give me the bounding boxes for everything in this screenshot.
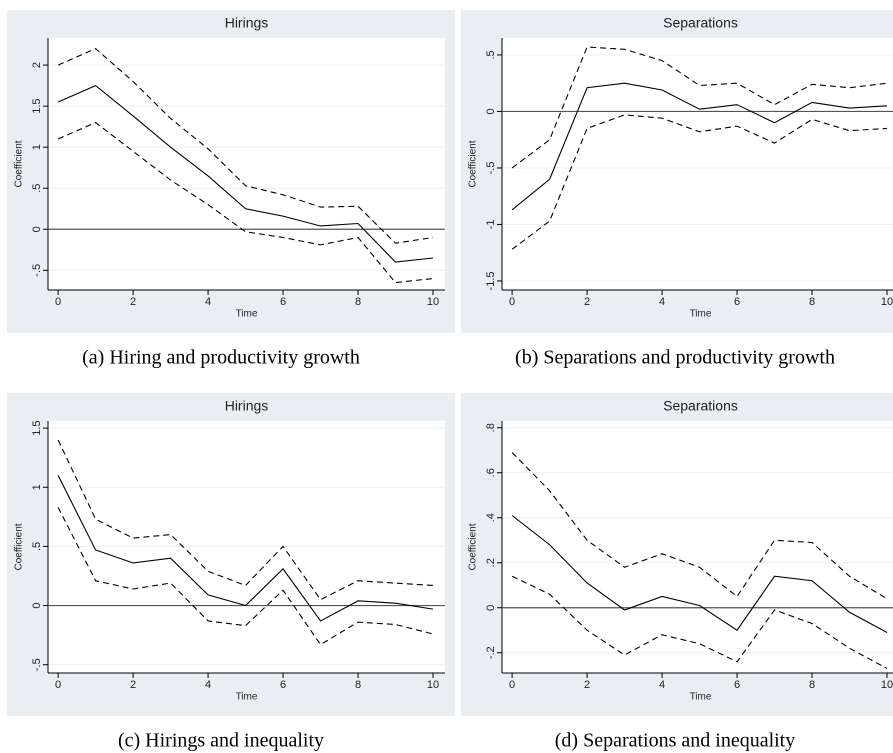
chart-title: Separations — [663, 398, 738, 414]
y-tick-label: -.5 — [485, 162, 497, 175]
x-tick-label: 0 — [509, 296, 515, 308]
caption: (b) Separations and productivity growth — [515, 347, 835, 369]
x-tick-label: 8 — [809, 296, 815, 308]
x-tick-label: 10 — [427, 679, 439, 691]
x-tick-label: 2 — [584, 679, 590, 691]
x-tick-label: 4 — [205, 296, 211, 308]
x-tick-label: 4 — [659, 296, 665, 308]
x-tick-label: 2 — [584, 296, 590, 308]
series-line — [57, 439, 434, 601]
chart-title: Hirings — [225, 398, 269, 414]
chart-title: Separations — [663, 15, 738, 31]
x-axis-label: Time — [690, 309, 712, 320]
plot-area — [502, 38, 893, 290]
x-tick-label: 2 — [130, 679, 136, 691]
plot-area — [48, 421, 445, 673]
y-axis-label: Coefficient — [14, 140, 25, 187]
series-line — [57, 48, 434, 244]
series-line — [57, 84, 434, 263]
y-tick-label: .5 — [31, 542, 43, 551]
x-tick-label: 0 — [509, 679, 515, 691]
y-tick-label: 2 — [31, 62, 43, 68]
y-tick-label: -1 — [485, 220, 497, 230]
x-axis-label: Time — [690, 692, 712, 703]
caption: (d) Separations and inequality — [555, 730, 796, 752]
series-line — [57, 121, 434, 284]
y-tick-label: 0 — [485, 605, 497, 611]
x-tick-label: 6 — [734, 296, 740, 308]
x-tick-label: 4 — [659, 679, 665, 691]
y-axis-label: Coefficient — [468, 523, 479, 570]
plot-area — [502, 421, 893, 673]
x-axis-label: Time — [236, 692, 258, 703]
y-tick-label: .8 — [485, 423, 497, 432]
series-line — [57, 507, 434, 646]
chart-title: Hirings — [225, 15, 269, 31]
y-tick-label: .5 — [485, 50, 497, 59]
panel: Hirings -.5 0 .5 1 1.5 2 0 2 4 6 8 10 Time Coefficient… — [7, 10, 455, 369]
x-axis-label: Time — [236, 309, 258, 320]
series-line — [511, 114, 888, 250]
y-tick-label: -1.5 — [485, 271, 497, 290]
x-tick-label: 8 — [355, 679, 361, 691]
y-tick-label: 1.5 — [31, 420, 43, 435]
series-line — [57, 475, 434, 622]
y-axis-label: Coefficient — [14, 523, 25, 570]
y-tick-label: 1.5 — [31, 98, 43, 113]
x-tick-label: 10 — [427, 296, 439, 308]
panel: Hirings -.5 0 .5 1 1.5 0 2 4 6 8 10 Time Coefficient (… — [7, 393, 455, 752]
caption: (a) Hiring and productivity growth — [82, 347, 360, 369]
panel: Separations -1.5 -1 -.5 0 .5 0 2 4 6 8 10 Time Coeffi… — [461, 10, 893, 369]
y-tick-label: -.5 — [31, 658, 43, 671]
caption: (c) Hirings and inequality — [118, 730, 324, 752]
panel: Separations -.2 0 .2 .4 .6 .8 0 2 4 6 8 10 Time Coeffi… — [461, 393, 893, 752]
x-tick-label: 10 — [881, 296, 893, 308]
series-line — [511, 82, 888, 211]
y-tick-label: -.2 — [485, 646, 497, 659]
x-tick-label: 8 — [809, 679, 815, 691]
x-tick-label: 10 — [881, 679, 893, 691]
y-tick-label: 0 — [31, 603, 43, 609]
y-tick-label: .2 — [485, 558, 497, 567]
y-tick-label: -.5 — [31, 264, 43, 277]
x-tick-label: 0 — [55, 296, 61, 308]
y-axis-label: Coefficient — [468, 140, 479, 187]
x-tick-label: 2 — [130, 296, 136, 308]
y-tick-label: .6 — [485, 468, 497, 477]
y-tick-label: .5 — [31, 184, 43, 193]
y-tick-label: 1 — [31, 144, 43, 150]
y-tick-label: 1 — [31, 484, 43, 490]
series-line — [511, 46, 888, 169]
y-tick-label: .4 — [485, 513, 497, 522]
x-tick-label: 0 — [55, 679, 61, 691]
x-tick-label: 8 — [355, 296, 361, 308]
series-line — [511, 452, 888, 600]
x-tick-label: 6 — [280, 679, 286, 691]
series-line — [511, 515, 888, 633]
y-tick-label: 0 — [31, 226, 43, 232]
x-tick-label: 6 — [280, 296, 286, 308]
x-tick-label: 6 — [734, 679, 740, 691]
plot-area — [48, 38, 445, 290]
x-tick-label: 4 — [205, 679, 211, 691]
y-tick-label: 0 — [485, 108, 497, 114]
